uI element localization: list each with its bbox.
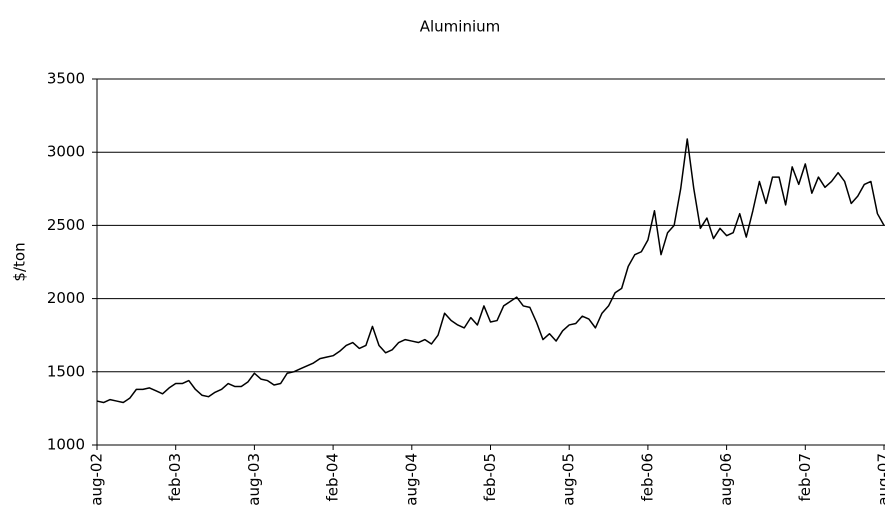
y-tick-label: 1500 [47,362,85,380]
y-tick-label: 1000 [47,436,85,454]
x-tick-label: aug-06 [717,453,735,506]
chart-title: Aluminium [420,18,501,36]
y-tick-label: 3000 [47,143,85,161]
y-tick-label: 2000 [47,289,85,307]
x-tick-label: aug-05 [560,453,578,506]
x-tick-label: feb-03 [166,453,184,502]
x-tick-label: feb-07 [796,453,814,502]
x-tick-label: feb-05 [481,453,499,502]
x-tick-label: aug-03 [245,453,263,506]
y-tick-label: 3500 [47,70,85,88]
x-tick-label: feb-04 [324,453,342,502]
price-line [96,138,885,404]
y-axis-label: $/ton [11,242,29,281]
x-tick-label: aug-07 [875,453,885,506]
x-tick-label: feb-06 [638,453,656,502]
x-tick-label: aug-02 [88,453,106,506]
x-tick-label: aug-04 [402,453,420,506]
y-tick-label: 2500 [47,216,85,234]
